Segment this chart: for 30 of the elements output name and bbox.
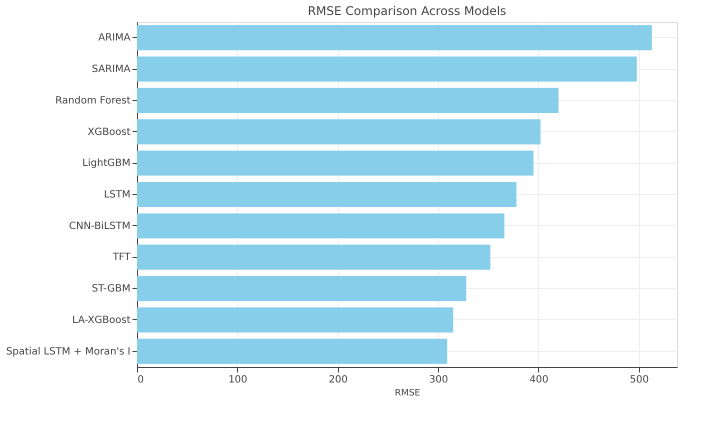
y-tick-label: LSTM xyxy=(104,190,130,200)
x-axis-title: RMSE xyxy=(394,388,421,398)
bar xyxy=(137,119,540,144)
chart-title: RMSE Comparison Across Models xyxy=(308,4,506,18)
bar xyxy=(137,150,534,176)
y-tick-label: SARIMA xyxy=(92,64,131,76)
bar xyxy=(137,276,466,302)
y-tick-label: Random Forest xyxy=(55,95,131,106)
y-tick-label: LA-XGBoost xyxy=(72,314,131,326)
y-tick-label: ARIMA xyxy=(98,32,131,44)
bar xyxy=(137,307,454,332)
x-tick-label: 0 xyxy=(138,374,144,386)
x-tick-label: 200 xyxy=(328,374,348,386)
bar xyxy=(137,213,504,238)
bar xyxy=(137,182,516,208)
y-tick-label: TFT xyxy=(112,252,132,264)
bar xyxy=(137,88,559,113)
y-tick-label: LightGBM xyxy=(82,158,130,170)
y-tick-label: ST-GBM xyxy=(92,284,130,295)
x-tick-label: 400 xyxy=(529,374,549,386)
bar xyxy=(137,56,637,82)
y-tick-label: CNN-BiLSTM xyxy=(69,220,130,232)
y-tick-label: XGBoost xyxy=(88,126,131,138)
bar xyxy=(137,338,448,364)
x-tick-label: 500 xyxy=(630,374,649,386)
bar xyxy=(137,244,490,270)
x-tick-label: 100 xyxy=(228,374,248,386)
x-tick-label: 300 xyxy=(429,374,448,386)
bar xyxy=(137,25,652,50)
y-tick-label: Spatial LSTM + Moran's I xyxy=(6,346,130,358)
